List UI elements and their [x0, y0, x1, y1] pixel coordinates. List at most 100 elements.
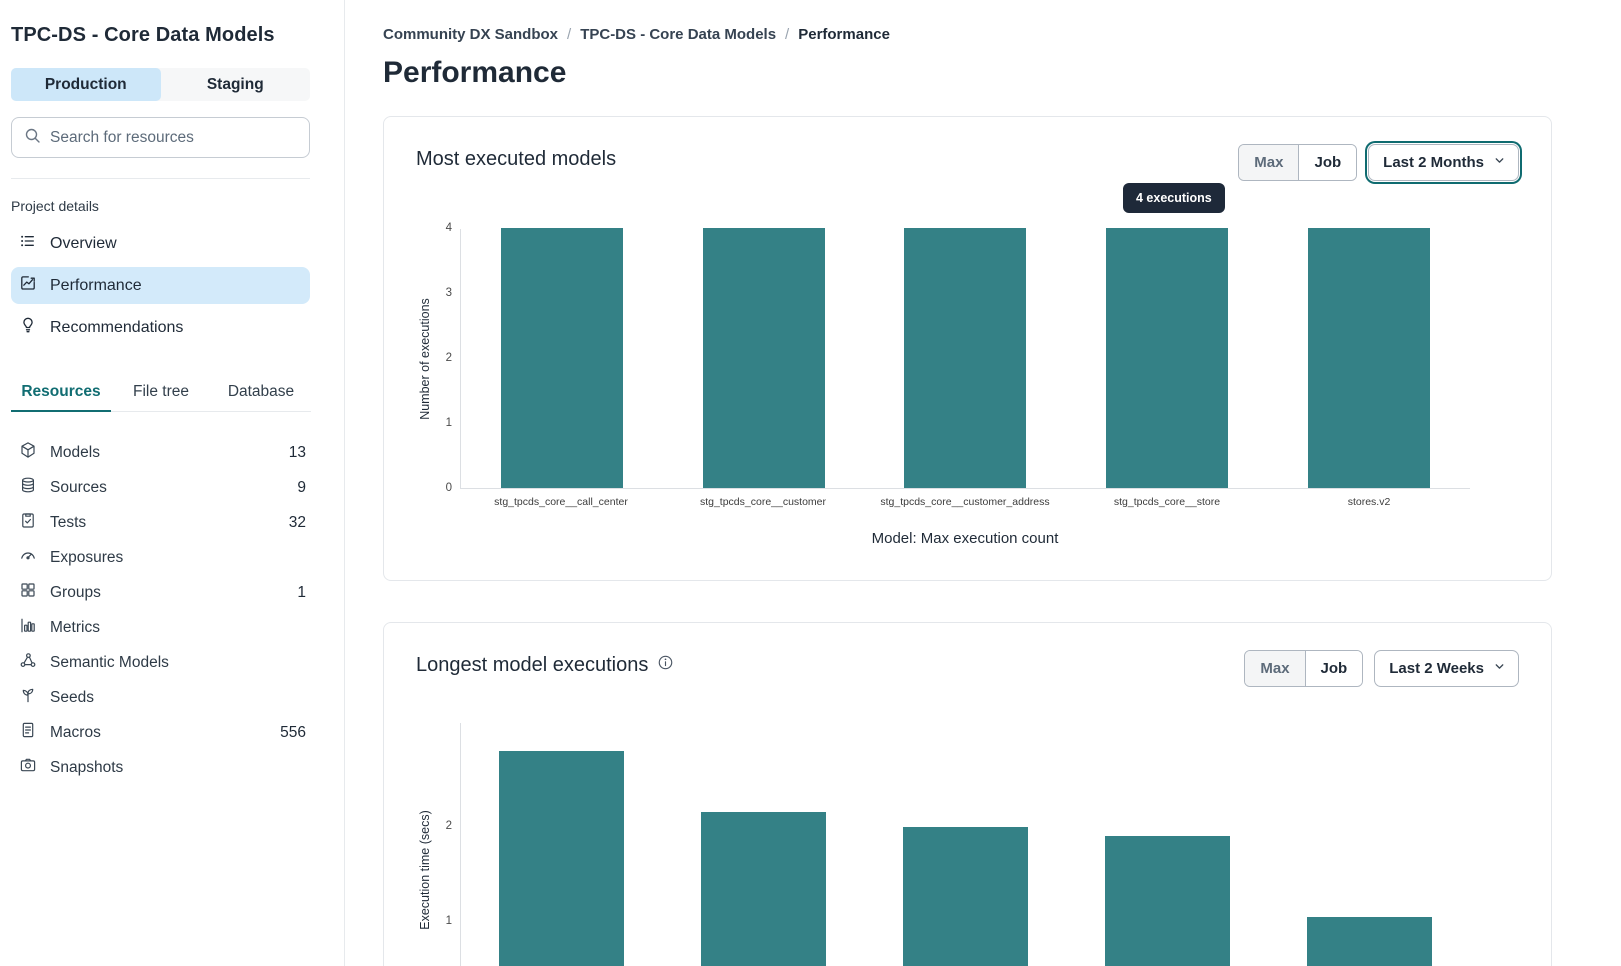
y-axis-tick: 4	[445, 221, 452, 234]
sidebar-item-recommendations[interactable]: Recommendations	[11, 309, 310, 346]
chart-title: Most executed models	[416, 148, 617, 170]
bar[interactable]	[1308, 228, 1431, 488]
max-button[interactable]: Max	[1245, 651, 1305, 686]
document-icon	[19, 721, 37, 744]
job-button[interactable]: Job	[1304, 651, 1363, 686]
card-header: Most executed models Max Job Last 2 Mont…	[416, 144, 1519, 181]
date-range-value: Last 2 Weeks	[1389, 660, 1484, 677]
resource-row-semantic-models[interactable]: Semantic Models	[11, 645, 310, 680]
resource-row-tests[interactable]: Tests 32	[11, 505, 310, 540]
sidebar-item-performance[interactable]: Performance	[11, 267, 310, 304]
resource-row-metrics[interactable]: Metrics	[11, 610, 310, 645]
longest-executions-card: Longest model executions Max Job Last 2 …	[383, 622, 1552, 966]
bar-chart-longest-executions: Execution time (secs) 1 2	[418, 723, 1470, 966]
sidebar: TPC-DS - Core Data Models Production Sta…	[0, 0, 345, 966]
resource-row-sources[interactable]: Sources 9	[11, 470, 310, 505]
card-header: Longest model executions Max Job Last 2 …	[416, 650, 1519, 687]
clipboard-icon	[19, 511, 37, 534]
breadcrumb-project[interactable]: TPC-DS - Core Data Models	[580, 26, 777, 43]
cube-icon	[19, 441, 37, 464]
resource-count: 13	[288, 443, 306, 461]
main-content: Community DX Sandbox / TPC-DS - Core Dat…	[345, 0, 1621, 966]
chart-area: Execution time (secs) 1 2	[418, 723, 1470, 966]
y-axis-label: Number of executions	[418, 297, 432, 420]
breadcrumb-account[interactable]: Community DX Sandbox	[383, 26, 559, 43]
resource-search[interactable]	[11, 117, 310, 158]
seedling-icon	[19, 686, 37, 709]
y-axis-tick: 3	[445, 286, 452, 299]
x-axis-tick-label: stores.v2	[1347, 496, 1391, 508]
sidebar-item-overview[interactable]: Overview	[11, 225, 310, 262]
database-icon	[19, 476, 37, 499]
sidebar-item-label: Performance	[50, 276, 142, 294]
bar[interactable]	[1106, 228, 1229, 488]
aggregation-toggle: Max Job	[1244, 650, 1364, 687]
tab-production[interactable]: Production	[11, 68, 161, 101]
environment-tabs: Production Staging	[11, 68, 310, 101]
y-axis-tick: 0	[445, 481, 452, 494]
y-axis-label: Execution time (secs)	[418, 810, 432, 930]
x-axis-tick-label: stg_tpcds_core__call_center	[494, 496, 628, 508]
y-axis-tick: 1	[445, 416, 452, 429]
bar[interactable]	[904, 228, 1027, 488]
aggregation-toggle: Max Job	[1238, 144, 1358, 181]
tab-staging[interactable]: Staging	[206, 75, 264, 93]
tab-file-tree[interactable]: File tree	[133, 383, 189, 400]
resource-row-groups[interactable]: Groups 1	[11, 575, 310, 610]
breadcrumb-separator: /	[785, 26, 790, 43]
resource-label: Macros	[50, 723, 101, 741]
x-axis-tick-label: stg_tpcds_core__store	[1113, 496, 1221, 508]
bar[interactable]	[500, 228, 623, 488]
bar[interactable]	[1104, 836, 1230, 966]
bar-tooltip: 4 executions	[1123, 183, 1225, 213]
chart-title-text: Longest model executions	[416, 654, 649, 676]
resource-count: 9	[297, 478, 306, 496]
resource-count: 556	[280, 723, 306, 741]
resource-label: Exposures	[50, 548, 124, 566]
chart-controls: Max Job Last 2 Weeks	[1244, 650, 1519, 687]
camera-icon	[19, 756, 37, 779]
chevron-down-icon	[1493, 154, 1506, 171]
project-details-label: Project details	[11, 198, 99, 214]
resource-tabs: Resources File tree Database	[11, 379, 311, 412]
resource-row-snapshots[interactable]: Snapshots	[11, 750, 310, 785]
tab-database[interactable]: Database	[227, 383, 295, 400]
chart-title: Longest model executions	[416, 654, 674, 677]
resource-row-seeds[interactable]: Seeds	[11, 680, 310, 715]
resource-count: 32	[288, 513, 306, 531]
resource-row-models[interactable]: Models 13	[11, 435, 310, 470]
y-axis-tick: 2	[445, 819, 452, 832]
bar[interactable]	[701, 812, 827, 966]
resource-count: 1	[297, 583, 306, 601]
y-axis-tick: 1	[445, 915, 452, 928]
sidebar-item-label: Overview	[50, 234, 117, 252]
date-range-dropdown[interactable]: Last 2 Months	[1368, 144, 1519, 181]
bar[interactable]	[1306, 917, 1432, 966]
chart-area: Number of executions 0 1 2 3 4 stg_tpcds_cor…	[418, 222, 1470, 547]
y-axis-tick: 2	[445, 351, 452, 364]
tab-resources[interactable]: Resources	[11, 379, 111, 412]
resource-label: Metrics	[50, 618, 100, 636]
breadcrumb-current: Performance	[798, 26, 890, 43]
x-axis-labels: stg_tpcds_core__call_center stg_tpcds_cor…	[460, 496, 1470, 508]
bar[interactable]	[902, 826, 1028, 966]
sidebar-divider	[11, 178, 310, 179]
bar[interactable]	[499, 750, 625, 966]
resource-row-exposures[interactable]: Exposures	[11, 540, 310, 575]
chart-line-icon	[19, 274, 37, 297]
breadcrumb-separator: /	[567, 26, 572, 43]
date-range-value: Last 2 Months	[1383, 154, 1484, 171]
info-icon[interactable]	[657, 654, 674, 677]
chevron-down-icon	[1493, 660, 1506, 677]
search-input[interactable]	[50, 128, 297, 147]
lightbulb-icon	[19, 316, 37, 339]
bar[interactable]	[702, 228, 825, 488]
resource-row-macros[interactable]: Macros 556	[11, 715, 310, 750]
max-button[interactable]: Max	[1239, 145, 1299, 180]
resource-label: Seeds	[50, 688, 94, 706]
job-button[interactable]: Job	[1298, 145, 1357, 180]
sidebar-item-label: Recommendations	[50, 318, 184, 336]
gauge-icon	[19, 546, 37, 569]
date-range-dropdown[interactable]: Last 2 Weeks	[1374, 650, 1519, 687]
resource-list: Models 13 Sources 9 Tests 32	[11, 435, 310, 785]
